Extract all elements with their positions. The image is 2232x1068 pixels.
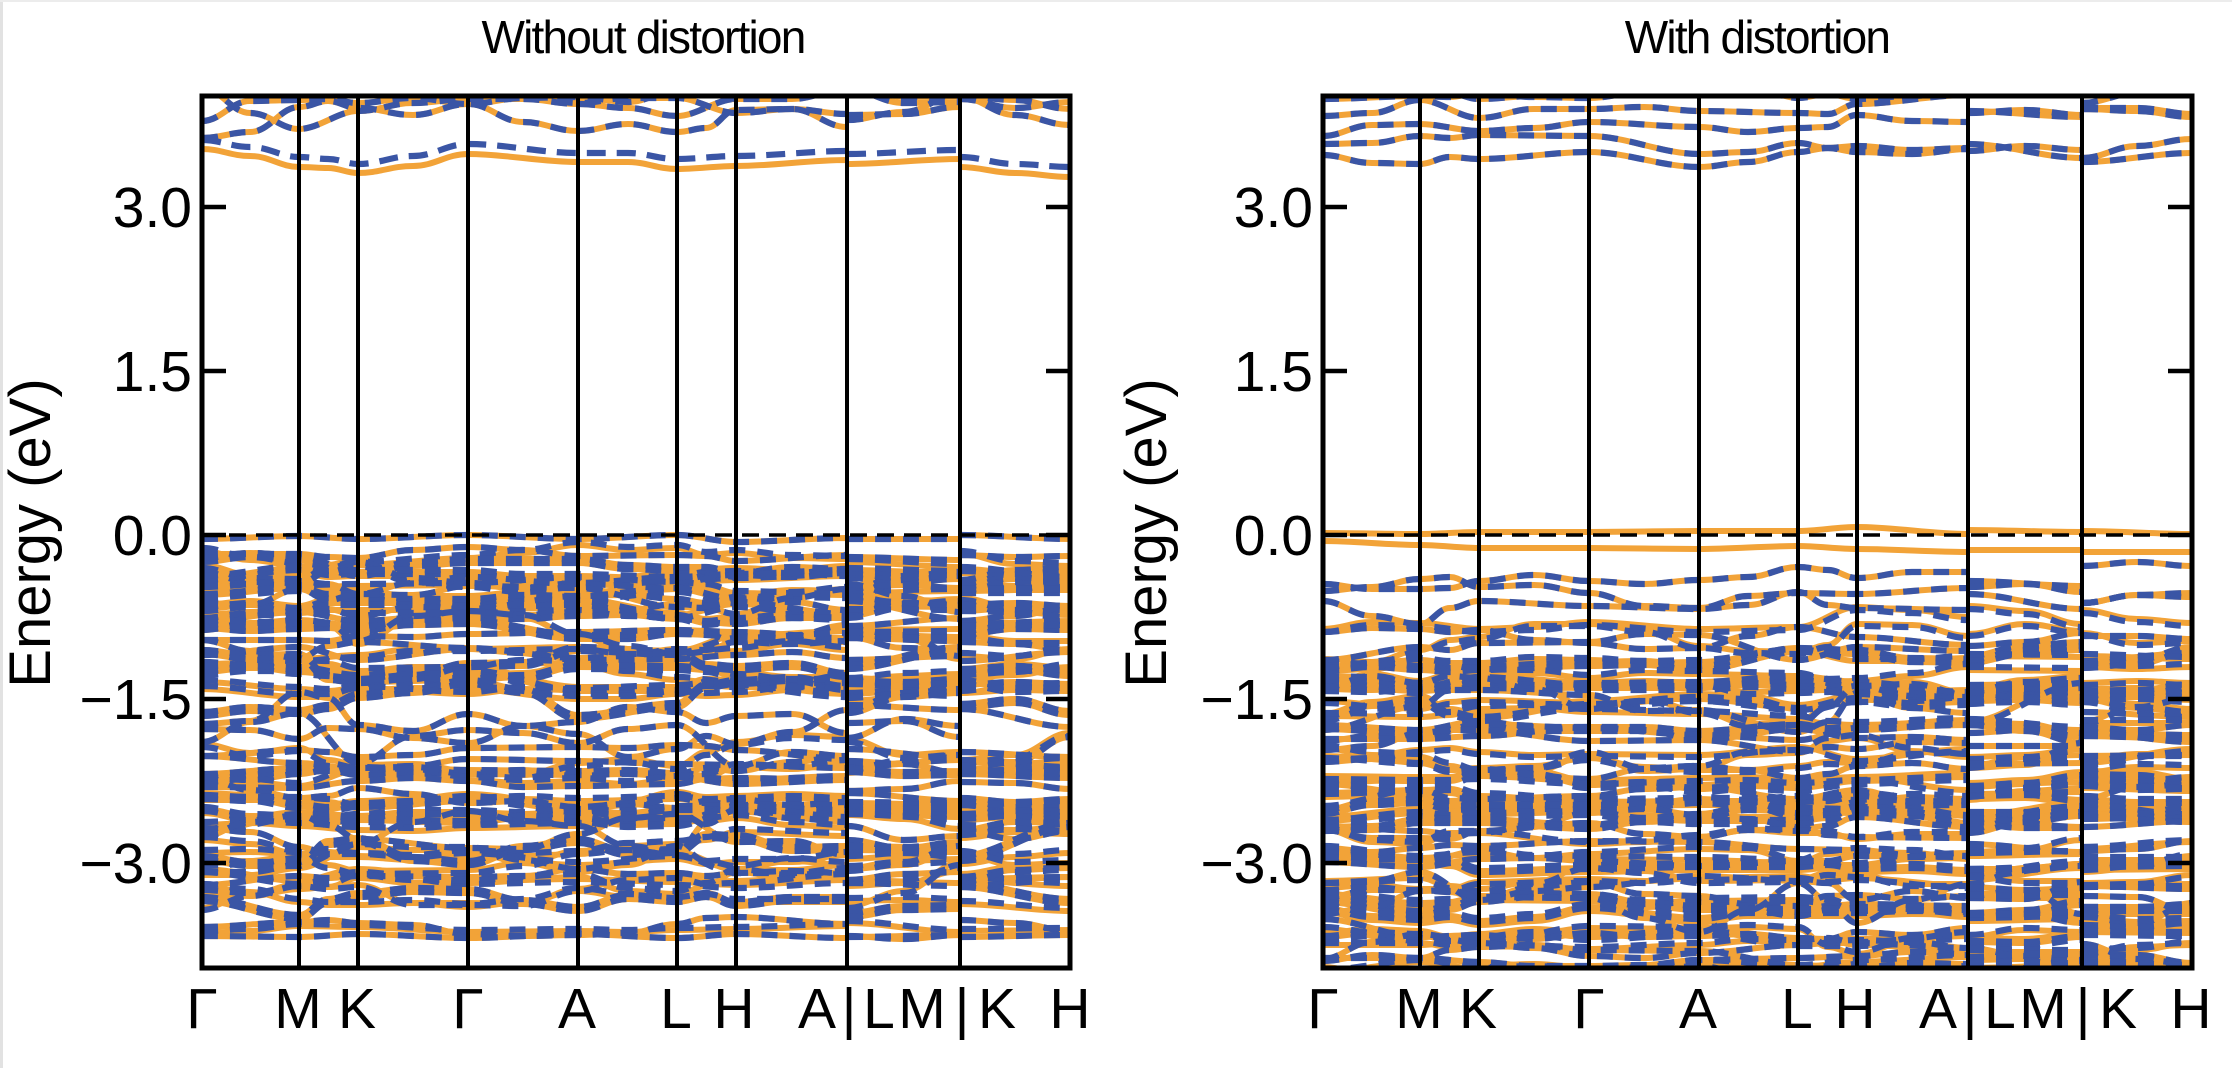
svg-text:A: A [1679,977,1717,1041]
svg-text:1.5: 1.5 [1234,340,1313,404]
svg-text:−1.5: −1.5 [1200,668,1313,732]
svg-text:A: A [558,977,596,1041]
svg-text:L: L [1781,977,1813,1041]
svg-text:|: | [2076,977,2091,1041]
svg-text:−1.5: −1.5 [79,668,192,732]
svg-text:H: H [713,977,754,1041]
svg-text:K: K [978,977,1016,1041]
svg-text:Γ: Γ [452,977,483,1041]
svg-text:|: | [955,977,970,1041]
svg-text:Γ: Γ [1307,977,1338,1041]
svg-text:A: A [1919,977,1957,1041]
svg-text:−3.0: −3.0 [79,832,192,896]
svg-text:L: L [1984,977,2016,1041]
svg-text:−3.0: −3.0 [1200,832,1313,896]
svg-text:A: A [798,977,836,1041]
svg-text:M: M [898,977,945,1041]
svg-text:|: | [842,977,857,1041]
svg-text:H: H [1834,977,1875,1041]
svg-text:Without distortion: Without distortion [482,11,805,63]
svg-text:M: M [2019,977,2066,1041]
svg-text:Energy (eV): Energy (eV) [0,378,63,687]
svg-text:K: K [338,977,376,1041]
svg-text:0.0: 0.0 [113,504,192,568]
svg-text:M: M [274,977,321,1041]
svg-text:With distortion: With distortion [1625,11,1889,63]
svg-text:Energy (eV): Energy (eV) [1114,378,1179,687]
svg-text:0.0: 0.0 [1234,504,1313,568]
svg-text:3.0: 3.0 [113,176,192,240]
svg-text:Γ: Γ [186,977,217,1041]
svg-text:3.0: 3.0 [1234,176,1313,240]
svg-text:H: H [2170,977,2211,1041]
svg-text:|: | [1963,977,1978,1041]
svg-text:K: K [1459,977,1497,1041]
svg-text:K: K [2099,977,2137,1041]
svg-text:H: H [1049,977,1090,1041]
svg-text:1.5: 1.5 [113,340,192,404]
svg-text:Γ: Γ [1573,977,1604,1041]
svg-text:L: L [660,977,692,1041]
svg-text:M: M [1395,977,1442,1041]
svg-text:L: L [863,977,895,1041]
